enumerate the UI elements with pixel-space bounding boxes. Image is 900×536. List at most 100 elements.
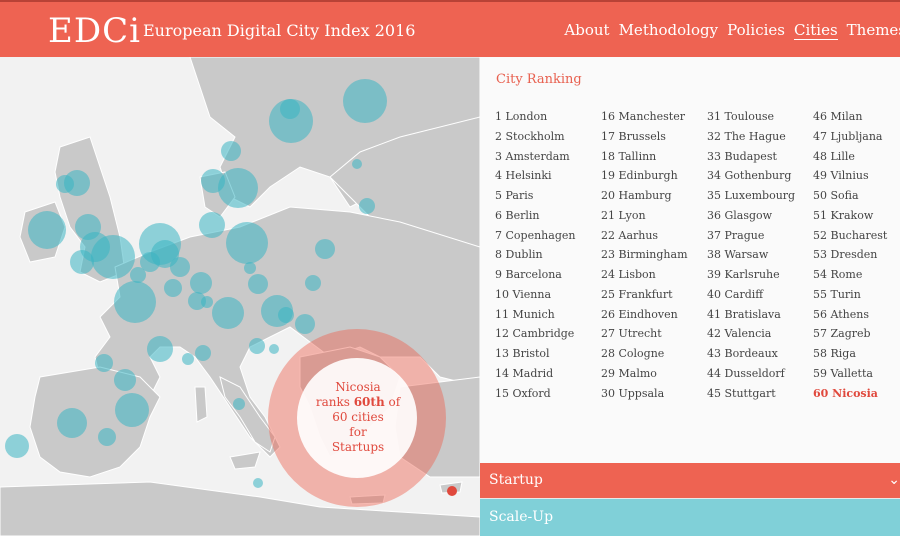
ranking-item[interactable]: 28 Cologne	[601, 347, 665, 360]
ranking-item[interactable]: 26 Eindhoven	[601, 307, 678, 321]
city-bubble[interactable]	[352, 159, 362, 169]
city-bubble[interactable]	[164, 279, 182, 297]
ranking-item[interactable]: 56 Athens	[813, 307, 869, 321]
ranking-item[interactable]: 5 Paris	[495, 189, 534, 202]
city-bubble[interactable]	[98, 428, 116, 446]
ranking-item[interactable]: 2 Stockholm	[495, 129, 565, 143]
ranking-item[interactable]: 17 Brussels	[601, 129, 666, 143]
ranking-item[interactable]: 29 Malmo	[601, 366, 657, 380]
ranking-item[interactable]: 58 Riga	[813, 347, 856, 360]
city-bubble[interactable]	[114, 369, 136, 391]
ranking-item[interactable]: 43 Bordeaux	[707, 347, 778, 360]
ranking-item[interactable]: 18 Tallinn	[601, 149, 657, 163]
ranking-item[interactable]: 38 Warsaw	[707, 248, 769, 262]
city-bubble[interactable]	[95, 354, 113, 372]
ranking-item[interactable]: 46 Milan	[813, 110, 863, 123]
city-bubble[interactable]	[199, 212, 225, 238]
city-bubble[interactable]	[244, 262, 256, 274]
city-bubble[interactable]	[253, 478, 263, 488]
ranking-item[interactable]: 20 Hamburg	[601, 189, 672, 202]
startup-section-toggle[interactable]: Startup ⌄	[480, 463, 900, 498]
scaleup-section-toggle[interactable]: Scale-Up	[480, 499, 900, 536]
city-bubble[interactable]	[140, 252, 160, 272]
ranking-item[interactable]: 31 Toulouse	[707, 110, 775, 123]
ranking-item[interactable]: 47 Ljubljana	[813, 129, 883, 143]
ranking-item[interactable]: 41 Bratislava	[707, 307, 781, 321]
city-bubble[interactable]	[212, 297, 244, 329]
ranking-item[interactable]: 33 Budapest	[707, 149, 777, 163]
city-bubble[interactable]	[182, 353, 194, 365]
ranking-item[interactable]: 35 Luxembourg	[707, 189, 796, 202]
ranking-item[interactable]: 14 Madrid	[495, 366, 554, 380]
city-bubble[interactable]	[70, 250, 94, 274]
ranking-item[interactable]: 24 Lisbon	[601, 268, 656, 281]
city-bubble[interactable]	[305, 275, 321, 291]
city-bubble[interactable]	[278, 307, 294, 323]
city-bubble[interactable]	[56, 175, 74, 193]
ranking-item[interactable]: 53 Dresden	[813, 248, 878, 262]
ranking-item[interactable]: 52 Bucharest	[813, 228, 888, 242]
nav-about[interactable]: About	[564, 21, 610, 39]
ranking-item[interactable]: 4 Helsinki	[495, 169, 552, 183]
ranking-item[interactable]: 59 Valletta	[813, 366, 873, 380]
logo[interactable]: EDCi	[48, 11, 141, 51]
city-bubble[interactable]	[147, 336, 173, 362]
city-bubble[interactable]	[201, 296, 213, 308]
city-bubble[interactable]	[280, 99, 300, 119]
nicosia-marker[interactable]	[447, 486, 457, 496]
europe-map[interactable]: Nicosia ranks 60th of 60 cities for Star…	[0, 57, 480, 536]
ranking-item[interactable]: 60 Nicosia	[813, 386, 878, 400]
ranking-item[interactable]: 48 Lille	[813, 149, 855, 163]
ranking-item[interactable]: 11 Munich	[495, 307, 555, 321]
city-bubble[interactable]	[343, 79, 387, 123]
ranking-item[interactable]: 7 Copenhagen	[495, 228, 576, 242]
ranking-item[interactable]: 3 Amsterdam	[495, 149, 570, 163]
city-bubble[interactable]	[226, 222, 268, 264]
ranking-item[interactable]: 30 Uppsala	[601, 386, 665, 400]
ranking-item[interactable]: 13 Bristol	[495, 347, 550, 360]
city-bubble[interactable]	[130, 267, 146, 283]
ranking-item[interactable]: 15 Oxford	[495, 386, 551, 400]
city-bubble[interactable]	[28, 211, 66, 249]
city-bubble[interactable]	[188, 292, 206, 310]
ranking-item[interactable]: 16 Manchester	[601, 110, 685, 123]
ranking-item[interactable]: 1 London	[495, 110, 548, 123]
ranking-item[interactable]: 44 Dusseldorf	[707, 366, 785, 380]
ranking-item[interactable]: 54 Rome	[813, 268, 863, 281]
city-bubble[interactable]	[221, 141, 241, 161]
city-bubble[interactable]	[269, 99, 313, 143]
ranking-item[interactable]: 22 Aarhus	[601, 228, 659, 242]
ranking-item[interactable]: 34 Gothenburg	[707, 169, 792, 183]
ranking-item[interactable]: 8 Dublin	[495, 248, 543, 262]
ranking-item[interactable]: 42 Valencia	[707, 327, 772, 341]
ranking-item[interactable]: 6 Berlin	[495, 208, 540, 222]
ranking-item[interactable]: 45 Stuttgart	[707, 386, 776, 400]
ranking-item[interactable]: 55 Turin	[813, 287, 861, 301]
ranking-item[interactable]: 40 Cardiff	[707, 287, 764, 301]
city-bubble[interactable]	[315, 239, 335, 259]
ranking-item[interactable]: 32 The Hague	[707, 129, 786, 143]
city-bubble[interactable]	[233, 398, 245, 410]
nav-methodology[interactable]: Methodology	[618, 21, 719, 39]
city-bubble[interactable]	[195, 345, 211, 361]
city-bubble[interactable]	[269, 344, 279, 354]
city-bubble[interactable]	[114, 281, 156, 323]
nav-themes[interactable]: Themes	[846, 21, 900, 39]
ranking-item[interactable]: 57 Zagreb	[813, 327, 871, 341]
ranking-item[interactable]: 9 Barcelona	[495, 268, 562, 281]
city-bubble[interactable]	[295, 314, 315, 334]
city-bubble[interactable]	[249, 338, 265, 354]
ranking-item[interactable]: 27 Utrecht	[601, 327, 662, 341]
ranking-item[interactable]: 51 Krakow	[813, 208, 874, 222]
ranking-item[interactable]: 36 Glasgow	[707, 208, 773, 222]
city-bubble[interactable]	[190, 272, 212, 294]
ranking-item[interactable]: 23 Birmingham	[601, 248, 688, 262]
ranking-item[interactable]: 10 Vienna	[495, 287, 551, 301]
city-bubble[interactable]	[201, 169, 225, 193]
city-bubble[interactable]	[115, 393, 149, 427]
ranking-item[interactable]: 50 Sofia	[813, 189, 859, 202]
city-bubble[interactable]	[170, 257, 190, 277]
nav-cities[interactable]: Cities	[793, 21, 838, 40]
city-bubble[interactable]	[5, 434, 29, 458]
city-bubble[interactable]	[359, 198, 375, 214]
